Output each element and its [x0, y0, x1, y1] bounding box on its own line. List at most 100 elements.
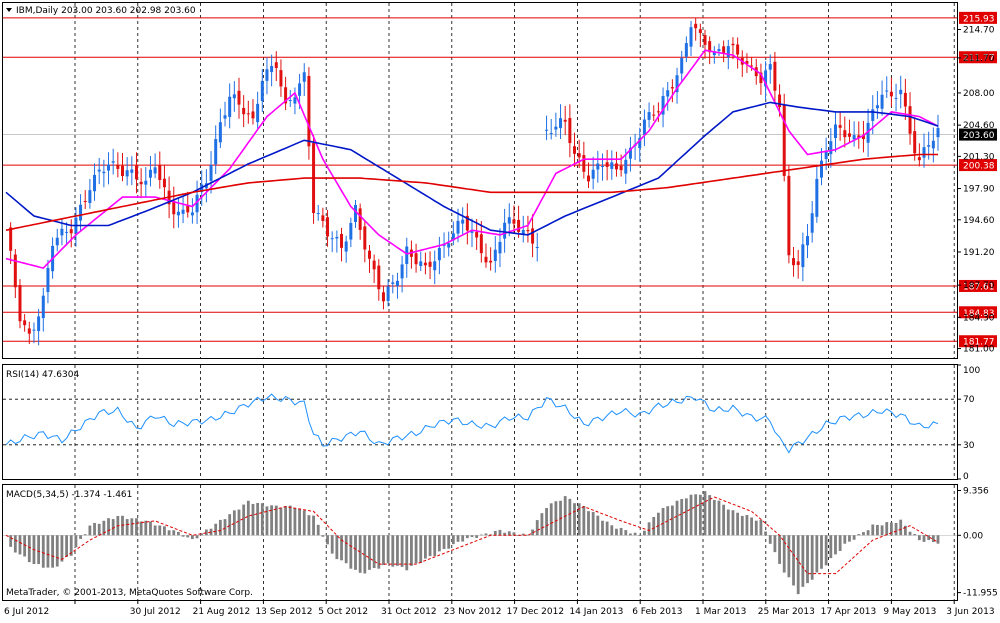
macd-histogram-bar [153, 525, 157, 536]
candle-bear [284, 87, 288, 104]
macd-histogram-bar [852, 535, 856, 540]
candle-bull [810, 213, 814, 233]
macd-histogram-bar [298, 508, 301, 536]
price-panel[interactable] [2, 2, 958, 359]
collapse-triangle-icon[interactable] [6, 8, 12, 12]
candle-bear [237, 90, 241, 105]
macd-histogram-bar [419, 535, 423, 564]
macd-histogram-bar [670, 505, 674, 536]
macd-histogram-bar [619, 527, 623, 536]
macd-histogram-bar [922, 535, 926, 542]
candle-bull [102, 171, 106, 174]
candle-bull [824, 150, 828, 159]
macd-histogram-bar [866, 530, 870, 536]
macd-histogram-bar [414, 535, 418, 564]
macd-histogram-bar [703, 491, 707, 536]
candle-bear [321, 215, 325, 222]
macd-histogram-bar [46, 535, 50, 568]
time-tick-label: 5 Oct 2012 [318, 607, 368, 617]
candle-bull [46, 267, 50, 293]
price-tick-label: 211.70 [963, 54, 995, 64]
macd-histogram-bar [428, 535, 432, 557]
macd-histogram-bar [731, 510, 735, 536]
macd-histogram-bar [102, 520, 106, 536]
time-tick-label: 30 Jul 2012 [130, 607, 181, 617]
time-tick-label: 9 May 2013 [883, 607, 936, 617]
candle-bull [316, 213, 320, 215]
candle-bull [293, 97, 297, 104]
macd-histogram-bar [251, 503, 255, 536]
price-tick-label: 194.60 [963, 216, 995, 226]
macd-histogram-bar [125, 519, 129, 536]
macd-histogram-bar [684, 498, 688, 536]
candle-bull [591, 169, 595, 179]
macd-histogram-bar [903, 525, 907, 536]
time-tick-label: 14 Jan 2013 [569, 607, 623, 617]
candle-bear [162, 178, 166, 188]
macd-histogram-bar [470, 535, 474, 538]
macd-histogram-bar [83, 534, 87, 536]
candle-bull [717, 49, 721, 52]
candle-bear [759, 72, 763, 84]
macd-histogram-bar [293, 507, 297, 536]
candle-bull [829, 141, 833, 155]
candle-bear [694, 23, 698, 29]
candle-bear [526, 230, 530, 232]
macd-histogram-bar [899, 519, 903, 536]
candle-bear [246, 113, 250, 115]
candle-bull [111, 161, 115, 163]
candle-bull [712, 51, 716, 56]
price-tick-label: 184.30 [963, 313, 995, 323]
macd-histogram-bar [288, 505, 292, 536]
candle-bear [484, 256, 488, 263]
macd-histogram-bar [312, 515, 315, 536]
candle-bull [503, 222, 507, 239]
macd-histogram-bar [908, 531, 912, 536]
macd-histogram-bar [237, 509, 241, 536]
candle-bull [181, 209, 185, 214]
candle-bull [37, 316, 41, 332]
macd-histogram-bar [74, 535, 78, 548]
candle-bear [670, 87, 674, 89]
macd-histogram-bar [568, 498, 572, 536]
candle-bear [479, 234, 483, 254]
price-level-label: 211.77 [963, 54, 995, 64]
macd-histogram-bar [880, 525, 884, 536]
candle-bull [899, 89, 903, 95]
macd-histogram-bar [442, 535, 446, 549]
candle-bull [624, 159, 628, 174]
macd-histogram-bar [787, 535, 791, 578]
price-level-label: 184.83 [963, 309, 995, 319]
candle-bear [843, 130, 847, 138]
candle-bull [470, 231, 474, 233]
candle-bull [661, 96, 665, 115]
macd-histogram-bar [647, 522, 651, 536]
candle-bear [517, 219, 521, 232]
rsi-panel[interactable] [2, 364, 958, 480]
macd-histogram-bar [107, 518, 110, 536]
macd-histogram-bar [191, 535, 194, 540]
macd-panel[interactable] [2, 484, 958, 601]
macd-histogram-bar [484, 533, 488, 536]
macd-histogram-bar [335, 535, 339, 560]
candle-bull [936, 128, 940, 138]
time-tick-label: 6 Jul 2012 [4, 607, 49, 617]
macd-histogram-bar [820, 535, 823, 569]
macd-histogram-bar [810, 535, 814, 580]
candle-bull [610, 162, 614, 169]
candle-bear [787, 175, 791, 256]
candle-bull [130, 169, 134, 173]
macd-histogram-bar [41, 535, 45, 568]
macd-histogram-bar [834, 535, 837, 555]
macd-histogram-bar [382, 535, 385, 566]
macd-histogram-bar [344, 535, 348, 564]
macd-histogram-bar [782, 535, 786, 573]
macd-histogram-bar [461, 535, 465, 542]
macd-histogram-bar [726, 509, 730, 536]
macd-histogram-bar [270, 505, 274, 536]
candle-bear [242, 107, 246, 115]
candle-bull [260, 80, 264, 102]
macd-histogram-bar [195, 535, 199, 539]
